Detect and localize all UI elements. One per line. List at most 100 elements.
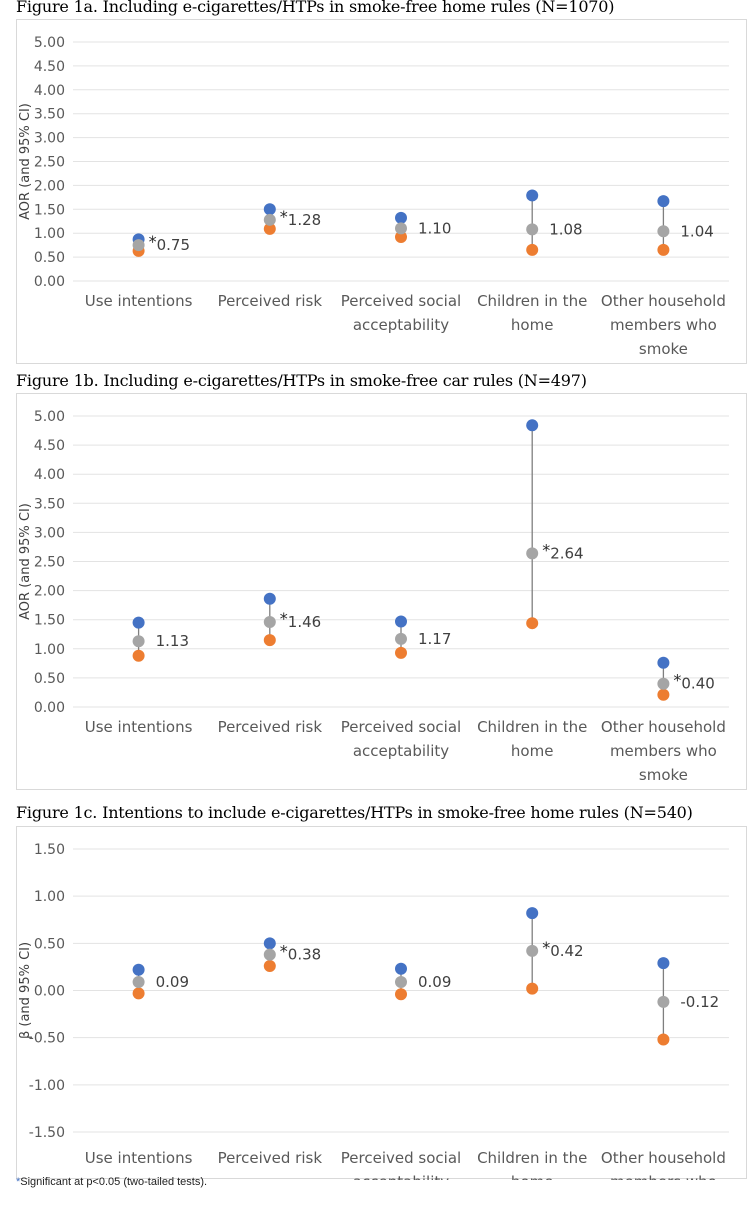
y-tick-label: 4.50: [34, 59, 65, 75]
chart-svg: AOR (and 95% CI) 5.00 4.50 4.00 3.50 3.00 2.50…: [18, 409, 729, 784]
lower-ci-point: [263, 634, 276, 647]
upper-ci-point: [526, 419, 539, 432]
x-category-label: members who: [610, 316, 717, 334]
data-label: 1.13: [156, 632, 189, 650]
estimate-point: [657, 677, 670, 690]
y-tick-label: 1.00: [34, 226, 65, 242]
data-label: 1.08: [549, 220, 582, 238]
estimate-point: [395, 632, 407, 645]
y-tick-label: 1.50: [34, 613, 65, 629]
estimate-point: [263, 213, 276, 226]
lower-ci-point: [263, 959, 276, 972]
y-axis-title: β (and 95% CI): [18, 942, 33, 1039]
y-tick-label: 3.50: [34, 496, 65, 512]
y-tick-label: 0.00: [34, 700, 65, 716]
x-category-label: Use intentions: [85, 1149, 193, 1167]
significance-star: *: [280, 942, 288, 961]
y-tick-label: -0.50: [29, 1031, 65, 1047]
estimate-point: [657, 225, 670, 238]
data-label: *0.38: [280, 942, 321, 964]
estimate-point: [657, 995, 670, 1008]
data-label: *0.40: [673, 671, 714, 693]
lower-ci-point: [395, 988, 407, 1001]
data-label: *1.46: [280, 609, 321, 631]
data-label-value: 1.28: [288, 211, 321, 229]
y-tick-label: 0.50: [34, 250, 65, 266]
x-category-label: Perceived social: [341, 1149, 461, 1167]
figure-1a-panel: AOR (and 95% CI) 5.00 4.50 4.00 3.50 3.00 2.50…: [16, 19, 747, 364]
x-category-label: members who: [610, 1173, 717, 1180]
y-tick-label: 4.00: [34, 83, 65, 99]
x-category-label: Perceived risk: [218, 292, 323, 310]
y-tick-label: 0.50: [34, 671, 65, 687]
y-tick-label: -1.50: [29, 1125, 65, 1141]
data-label-value: 0.42: [550, 942, 583, 960]
x-category-label: acceptability: [353, 1173, 449, 1180]
figure-1b-title: Figure 1b. Including e-cigarettes/HTPs i…: [16, 371, 587, 390]
estimate-point: [132, 976, 145, 989]
estimate-point: [132, 239, 145, 252]
x-category-label: home: [511, 316, 554, 334]
x-category-label: Other household: [601, 292, 726, 310]
figure-1a-title: Figure 1a. Including e-cigarettes/HTPs i…: [16, 0, 615, 16]
lower-ci-point: [657, 688, 670, 701]
significance-star: *: [280, 609, 288, 628]
y-tick-label: 3.00: [34, 525, 65, 541]
x-category-label: Use intentions: [85, 718, 193, 736]
x-category-label: acceptability: [353, 316, 449, 334]
y-tick-label: 1.50: [34, 842, 65, 858]
upper-ci-point: [263, 203, 276, 216]
y-tick-label: 0.00: [34, 274, 65, 290]
x-category-label: Perceived social: [341, 718, 461, 736]
x-category-label: Other household: [601, 1149, 726, 1167]
lower-ci-point: [526, 243, 539, 256]
data-label: *0.75: [149, 232, 190, 254]
x-category-label: Perceived social: [341, 292, 461, 310]
y-tick-label: 2.50: [34, 155, 65, 171]
x-category-label: members who: [610, 742, 717, 760]
x-category-label: Children in the: [477, 1149, 587, 1167]
y-tick-label: 2.00: [34, 178, 65, 194]
estimate-point: [526, 547, 539, 560]
upper-ci-point: [526, 189, 539, 202]
figure-1c-panel: β (and 95% CI) 1.50 1.00 0.50 0.00 -0.50 -1.00…: [16, 826, 747, 1180]
upper-ci-point: [132, 963, 145, 976]
y-tick-label: 0.00: [34, 984, 65, 1000]
estimate-point: [395, 222, 407, 235]
x-category-label: Use intentions: [85, 292, 193, 310]
significance-star: *: [149, 232, 157, 251]
y-tick-label: 5.00: [34, 35, 65, 51]
x-category-label: Perceived risk: [218, 1149, 323, 1167]
y-tick-label: -1.00: [29, 1078, 65, 1094]
lower-ci-point: [132, 649, 145, 662]
lower-ci-point: [132, 987, 145, 1000]
data-label: 1.10: [418, 219, 451, 237]
estimate-point: [263, 948, 276, 961]
lower-ci-point: [526, 617, 539, 630]
upper-ci-point: [657, 656, 670, 669]
data-label-value: 0.40: [681, 675, 714, 693]
x-category-label: Perceived risk: [218, 718, 323, 736]
x-category-label: Children in the: [477, 718, 587, 736]
upper-ci-point: [395, 615, 407, 628]
significance-star: *: [542, 938, 550, 957]
footnote-text: Significant at p<0.05 (two-tailed tests)…: [20, 1176, 208, 1188]
y-axis-title: AOR (and 95% CI): [18, 103, 33, 220]
lower-ci-point: [657, 1033, 670, 1046]
upper-ci-point: [395, 211, 407, 224]
data-label: 0.09: [156, 973, 189, 991]
chart-svg: β (and 95% CI) 1.50 1.00 0.50 0.00 -0.50 -1.00…: [18, 842, 729, 1180]
lower-ci-point: [526, 982, 539, 995]
footnote: *Significant at p<0.05 (two-tailed tests…: [16, 1176, 207, 1188]
y-tick-label: 1.00: [34, 642, 65, 658]
y-tick-label: 2.00: [34, 584, 65, 600]
lower-ci-point: [657, 243, 670, 256]
data-label-value: 2.64: [550, 544, 583, 562]
data-label: *1.28: [280, 207, 321, 229]
significance-star: *: [542, 540, 550, 559]
significance-star: *: [673, 671, 681, 690]
estimate-point: [526, 944, 539, 957]
significance-star: *: [280, 207, 288, 226]
y-tick-label: 3.50: [34, 107, 65, 123]
figure-1b-panel: AOR (and 95% CI) 5.00 4.50 4.00 3.50 3.00 2.50…: [16, 393, 747, 790]
